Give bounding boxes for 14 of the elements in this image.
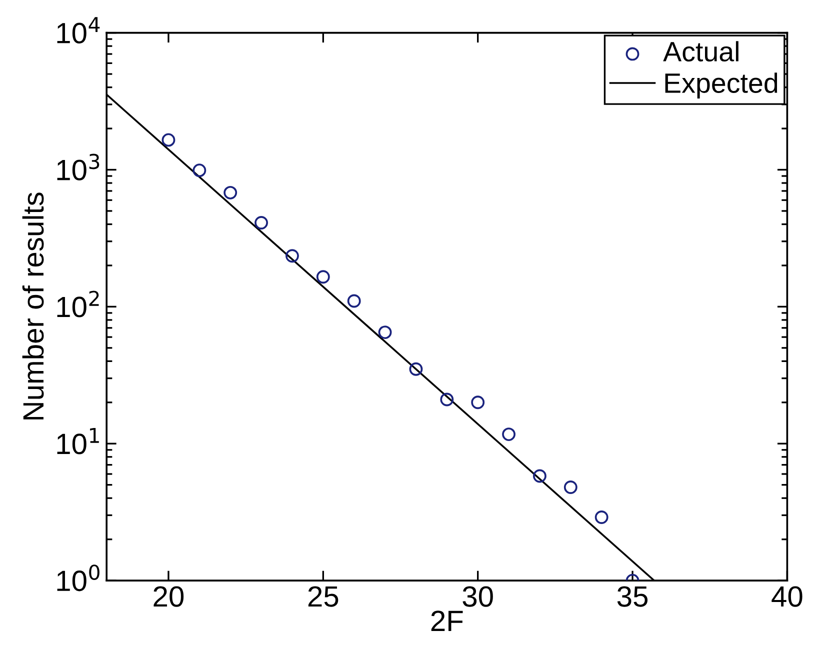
x-tick-label: 20 — [154, 586, 184, 607]
y-tick-label: 10$^{0}$ — [57, 564, 100, 592]
x-tick-label: 35 — [617, 586, 648, 607]
y-axis-title: Number of results — [22, 192, 44, 420]
y-tick-label: 10$^{2}$ — [57, 290, 99, 318]
x-tick-label: 30 — [462, 586, 493, 607]
y-tick-label: 10$^{3}$ — [57, 154, 100, 180]
legend-label: Expected — [665, 72, 778, 98]
y-tick-label: 10$^{1}$ — [57, 428, 99, 454]
x-tick-label: 25 — [308, 586, 338, 607]
y-tick-label: 10$^{4}$ — [57, 17, 100, 44]
x-tick-label: 40 — [772, 586, 802, 607]
x-axis-title: 2F — [431, 610, 463, 631]
legend-label: Actual — [663, 41, 738, 62]
